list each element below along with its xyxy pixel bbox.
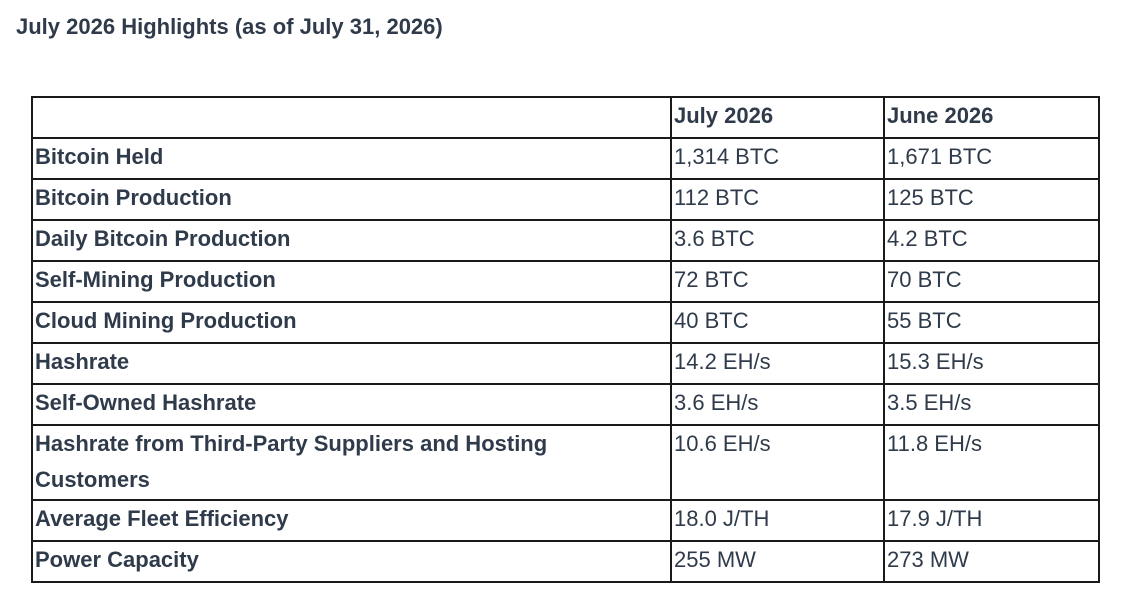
table-header-row: July 2026 June 2026 [31, 96, 1100, 139]
header-june-2026: June 2026 [883, 96, 1100, 139]
table-row: Bitcoin Held 1,314 BTC 1,671 BTC [31, 137, 1100, 180]
june-value: 55 BTC [883, 301, 1100, 344]
july-value: 14.2 EH/s [670, 342, 885, 385]
june-value: 11.8 EH/s [883, 424, 1100, 501]
july-value: 40 BTC [670, 301, 885, 344]
header-metric [31, 96, 672, 139]
june-value: 4.2 BTC [883, 219, 1100, 262]
metric-label: Cloud Mining Production [31, 301, 672, 344]
highlights-table: July 2026 June 2026 Bitcoin Held 1,314 B… [31, 96, 1100, 583]
metric-label: Bitcoin Production [31, 178, 672, 221]
metric-label: Power Capacity [31, 540, 672, 583]
metric-label: Hashrate from Third-Party Suppliers and … [31, 424, 672, 501]
table-row: Bitcoin Production 112 BTC 125 BTC [31, 178, 1100, 221]
june-value: 273 MW [883, 540, 1100, 583]
table-row: Cloud Mining Production 40 BTC 55 BTC [31, 301, 1100, 344]
june-value: 70 BTC [883, 260, 1100, 303]
table-row: Self-Mining Production 72 BTC 70 BTC [31, 260, 1100, 303]
metric-label: Self-Owned Hashrate [31, 383, 672, 426]
metric-label: Average Fleet Efficiency [31, 499, 672, 542]
june-value: 125 BTC [883, 178, 1100, 221]
metric-label: Daily Bitcoin Production [31, 219, 672, 262]
july-value: 72 BTC [670, 260, 885, 303]
metric-label: Hashrate [31, 342, 672, 385]
july-value: 10.6 EH/s [670, 424, 885, 501]
july-value: 3.6 BTC [670, 219, 885, 262]
july-value: 18.0 J/TH [670, 499, 885, 542]
june-value: 3.5 EH/s [883, 383, 1100, 426]
june-value: 17.9 J/TH [883, 499, 1100, 542]
june-value: 15.3 EH/s [883, 342, 1100, 385]
table-row: Daily Bitcoin Production 3.6 BTC 4.2 BTC [31, 219, 1100, 262]
july-value: 3.6 EH/s [670, 383, 885, 426]
table-row: Power Capacity 255 MW 273 MW [31, 540, 1100, 583]
table-row: Hashrate 14.2 EH/s 15.3 EH/s [31, 342, 1100, 385]
july-value: 1,314 BTC [670, 137, 885, 180]
metric-label: Bitcoin Held [31, 137, 672, 180]
page-title: July 2026 Highlights (as of July 31, 202… [16, 14, 443, 39]
metric-label: Self-Mining Production [31, 260, 672, 303]
table-row: Average Fleet Efficiency 18.0 J/TH 17.9 … [31, 499, 1100, 542]
table-row: Hashrate from Third-Party Suppliers and … [31, 424, 1100, 501]
table-row: Self-Owned Hashrate 3.6 EH/s 3.5 EH/s [31, 383, 1100, 426]
july-value: 255 MW [670, 540, 885, 583]
july-value: 112 BTC [670, 178, 885, 221]
june-value: 1,671 BTC [883, 137, 1100, 180]
header-july-2026: July 2026 [670, 96, 885, 139]
